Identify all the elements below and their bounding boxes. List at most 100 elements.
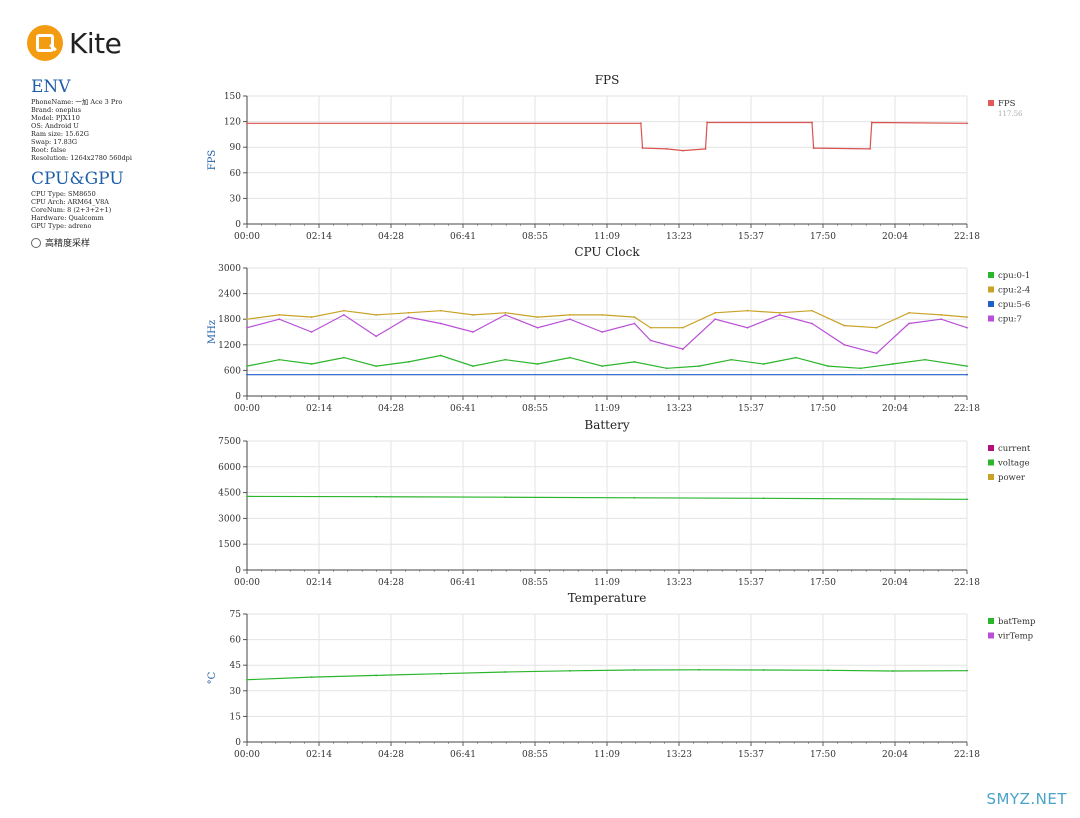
legend-label: FPS — [998, 99, 1016, 109]
data-point — [310, 363, 313, 365]
y-tick-label: 75 — [230, 610, 242, 620]
x-tick-label: 00:00 — [234, 750, 260, 760]
legend-swatch — [988, 272, 994, 278]
data-point — [342, 314, 345, 316]
data-point — [504, 671, 507, 673]
y-tick-label: 45 — [230, 661, 242, 671]
legend-value: 117.56 — [998, 110, 1023, 118]
data-point — [375, 335, 378, 338]
data-point — [665, 148, 668, 150]
env-resolution: Resolution: 1264x2780 560dpi — [31, 154, 132, 162]
data-point — [714, 311, 717, 314]
data-point — [375, 365, 378, 368]
data-point — [870, 121, 873, 124]
data-point — [714, 318, 717, 321]
data-point — [681, 326, 684, 329]
chart-fps: FPS 0 30 60 90 120 150 00:00 02:14 04:28 06:41 08:5… — [207, 73, 1023, 242]
x-tick-label: 17:50 — [810, 404, 836, 414]
kite-logo-icon — [27, 25, 63, 61]
x-tick-label: 11:09 — [594, 404, 620, 414]
x-tick-label: 11:09 — [594, 578, 620, 588]
x-tick-label: 00:00 — [234, 232, 260, 242]
data-point — [875, 352, 878, 355]
data-point — [966, 122, 968, 125]
data-point — [278, 318, 281, 321]
data-point — [966, 669, 968, 672]
data-point — [891, 498, 894, 500]
y-tick-label: 15 — [230, 712, 242, 722]
x-tick-label: 13:23 — [666, 404, 692, 414]
data-point — [246, 122, 248, 125]
watermark: SMYZ.NET — [986, 790, 1067, 808]
legend-label: current — [998, 444, 1031, 454]
data-point — [843, 324, 846, 327]
x-tick-label: 06:41 — [450, 232, 476, 242]
y-tick-label: 60 — [230, 636, 242, 646]
legend-label: cpu:2-4 — [998, 286, 1030, 296]
legend-label: cpu:0-1 — [998, 271, 1030, 281]
radio-icon[interactable] — [31, 237, 41, 248]
data-point — [439, 322, 442, 325]
x-tick-label: 15:37 — [738, 750, 764, 760]
data-point — [246, 373, 248, 376]
x-tick-label: 02:14 — [306, 232, 332, 242]
x-tick-label: 06:41 — [450, 750, 476, 760]
y-tick-label: 3000 — [218, 264, 241, 274]
y-tick-label: 1800 — [218, 315, 241, 325]
data-point — [811, 309, 813, 312]
data-point — [568, 314, 571, 316]
x-tick-label: 02:14 — [306, 578, 332, 588]
data-point — [907, 322, 910, 325]
x-tick-label: 00:00 — [234, 404, 260, 414]
chart-temperature: Temperature 0 15 30 45 60 75 00:00 02:14 04:28 06:… — [207, 591, 1036, 760]
y-tick-label: 150 — [224, 92, 241, 102]
series-line-cpu-7 — [246, 314, 968, 354]
series-line-cpu-2-4 — [246, 310, 968, 329]
data-point — [246, 365, 248, 368]
cpu-gpu-info-list: CPU Type: SM8650 CPU Arch: ARM64_V8A Cor… — [31, 190, 201, 230]
logo-text: Kite — [69, 26, 122, 60]
data-point — [778, 311, 781, 314]
data-point — [278, 314, 281, 316]
data-point — [681, 348, 684, 350]
data-point — [633, 360, 636, 363]
env-ram: Ram size: 15.62G — [31, 130, 89, 138]
data-point — [778, 314, 781, 316]
data-point — [310, 316, 313, 318]
legend-label: power — [998, 473, 1026, 483]
x-tick-label: 20:04 — [882, 404, 908, 414]
env-model: Model: PJX110 — [31, 114, 80, 122]
x-tick-label: 00:00 — [234, 578, 260, 588]
x-tick-label: 08:55 — [522, 578, 548, 588]
data-point — [310, 331, 313, 333]
x-tick-label: 13:23 — [666, 578, 692, 588]
x-tick-label: 15:37 — [738, 404, 764, 414]
data-point — [859, 367, 862, 370]
x-tick-label: 20:04 — [882, 750, 908, 760]
chart-battery: Battery 0 1500 3000 4500 6000 7500 00:00 02:14 04… — [218, 418, 1031, 588]
x-tick-label: 20:04 — [882, 578, 908, 588]
y-tick-label: 1200 — [218, 341, 241, 351]
env-root: Root: false — [31, 146, 67, 154]
x-tick-label: 13:23 — [666, 232, 692, 242]
data-point — [536, 363, 539, 365]
y-tick-label: 0 — [235, 392, 241, 402]
data-point — [843, 343, 846, 346]
high-precision-toggle[interactable]: 高精度采样 — [31, 236, 201, 249]
data-point — [278, 358, 281, 361]
y-axis-label: FPS — [207, 150, 218, 171]
data-point — [966, 365, 968, 368]
y-tick-label: 4500 — [218, 489, 241, 499]
y-tick-label: 90 — [230, 143, 242, 153]
data-point — [246, 678, 248, 681]
data-point — [940, 318, 943, 321]
x-tick-label: 11:09 — [594, 232, 620, 242]
data-point — [811, 322, 813, 325]
data-point — [504, 311, 507, 314]
y-tick-label: 1500 — [218, 540, 241, 550]
x-tick-label: 08:55 — [522, 750, 548, 760]
data-point — [891, 670, 894, 672]
y-axis-label: MHz — [207, 320, 218, 344]
y-tick-label: 2400 — [218, 290, 241, 300]
x-tick-label: 06:41 — [450, 578, 476, 588]
